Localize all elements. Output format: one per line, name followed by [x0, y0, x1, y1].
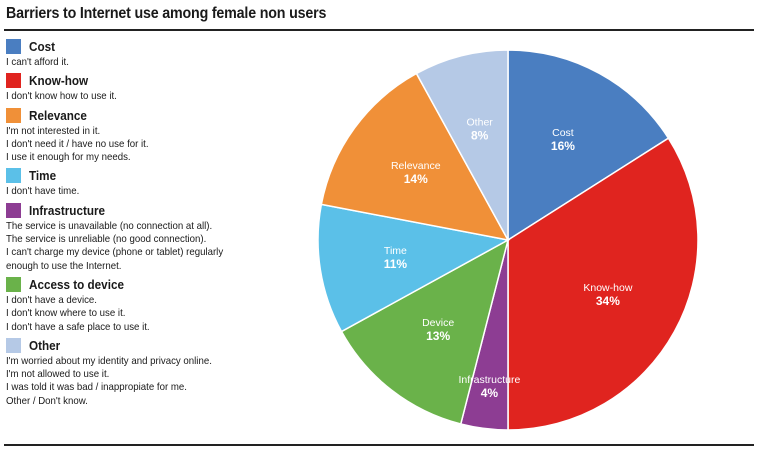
legend: Cost I can't afford it. Know-how I don't kn… — [6, 38, 306, 411]
slice-value-cost: 16% — [551, 139, 575, 153]
legend-label: Relevance — [29, 107, 87, 123]
legend-description-line: I don't know how to use it. — [6, 90, 117, 103]
legend-label: Time — [29, 168, 57, 184]
legend-item-header: Time — [6, 167, 306, 184]
legend-item-header: Other — [6, 337, 306, 354]
slice-value-know-how: 34% — [596, 294, 620, 308]
legend-label: Cost — [29, 39, 56, 54]
pie-slice-cost — [507, 49, 670, 242]
pie-slice-device — [340, 238, 510, 425]
legend-description-line: I use it enough for my needs. — [6, 151, 131, 164]
legend-item-header: Know-how — [6, 72, 306, 89]
legend-label: Know-how — [29, 73, 89, 89]
legend-description-line: I'm not interested in it. — [6, 124, 101, 137]
legend-label: Other — [29, 337, 61, 353]
legend-description-line: I don't have a device. — [6, 293, 97, 306]
legend-swatch — [6, 39, 21, 54]
legend-swatch — [6, 168, 21, 184]
slice-value-relevance: 14% — [404, 172, 428, 186]
legend-item-header: Relevance — [6, 107, 306, 124]
slice-label-relevance: Relevance — [391, 160, 441, 172]
legend-description-line: I can't charge my device (phone or table… — [6, 246, 224, 259]
legend-description-line: I don't know where to use it. — [6, 307, 126, 320]
legend-description-line: I don't have a safe place to use it. — [6, 320, 150, 333]
legend-description-line: I was told it was bad / inappropiate for… — [6, 381, 187, 394]
legend-item-other: Other I'm worried about my identity and p… — [6, 337, 306, 407]
slice-value-time: 11% — [384, 257, 408, 271]
pie-slice-relevance — [320, 72, 510, 242]
legend-swatch — [6, 73, 21, 89]
legend-item-cost: Cost I can't afford it. — [6, 38, 306, 68]
legend-description-line: The service is unavailable (no connectio… — [6, 219, 213, 232]
slice-label-other: Other — [467, 117, 494, 129]
legend-item-access-to-device: Access to device I don't have a device. I … — [6, 276, 306, 333]
legend-description-line: I don't have time. — [6, 185, 80, 198]
slice-label-know-how: Know-how — [583, 282, 632, 294]
legend-label: Infrastructure — [29, 202, 106, 218]
legend-description-line: I can't afford it. — [6, 56, 69, 68]
slice-label-time: Time — [384, 245, 407, 257]
slice-label-infrastructure: Infrastructure — [458, 374, 520, 386]
pie-slice-other — [415, 49, 509, 241]
slice-value-other: 8% — [471, 129, 489, 143]
legend-item-infrastructure: Infrastructure The service is unavailable… — [6, 202, 306, 272]
legend-item-time: Time I don't have time. — [6, 167, 306, 197]
legend-label: Access to device — [29, 276, 124, 292]
slice-value-device: 13% — [426, 329, 450, 343]
legend-swatch — [6, 337, 21, 353]
top-rule — [4, 29, 754, 31]
chart-title: Barriers to Internet use among female no… — [6, 5, 327, 22]
pie-slice-know-how — [507, 137, 699, 431]
slice-label-device: Device — [422, 317, 454, 329]
legend-item-header: Infrastructure — [6, 202, 306, 219]
legend-item-know-how: Know-how I don't know how to use it. — [6, 72, 306, 102]
legend-swatch — [6, 202, 21, 218]
legend-swatch — [6, 276, 21, 292]
slice-value-infrastructure: 4% — [481, 386, 499, 400]
legend-description-line: Other / Don't know. — [6, 394, 88, 407]
legend-description-line: The service is unreliable (no good conne… — [6, 233, 207, 246]
legend-description-line: I'm worried about my identity and privac… — [6, 354, 212, 367]
pie-slice-time — [317, 203, 511, 333]
legend-description-line: I don't need it / have no use for it. — [6, 137, 149, 150]
bottom-rule — [4, 444, 754, 446]
legend-item-header: Access to device — [6, 276, 306, 293]
legend-item-relevance: Relevance I'm not interested in it. I don'… — [6, 107, 306, 164]
legend-swatch — [6, 107, 21, 123]
legend-description-line: enough to use the Internet. — [6, 259, 122, 272]
legend-item-header: Cost — [6, 38, 306, 55]
legend-description-line: I'm not allowed to use it. — [6, 368, 110, 381]
slice-label-cost: Cost — [552, 127, 574, 139]
